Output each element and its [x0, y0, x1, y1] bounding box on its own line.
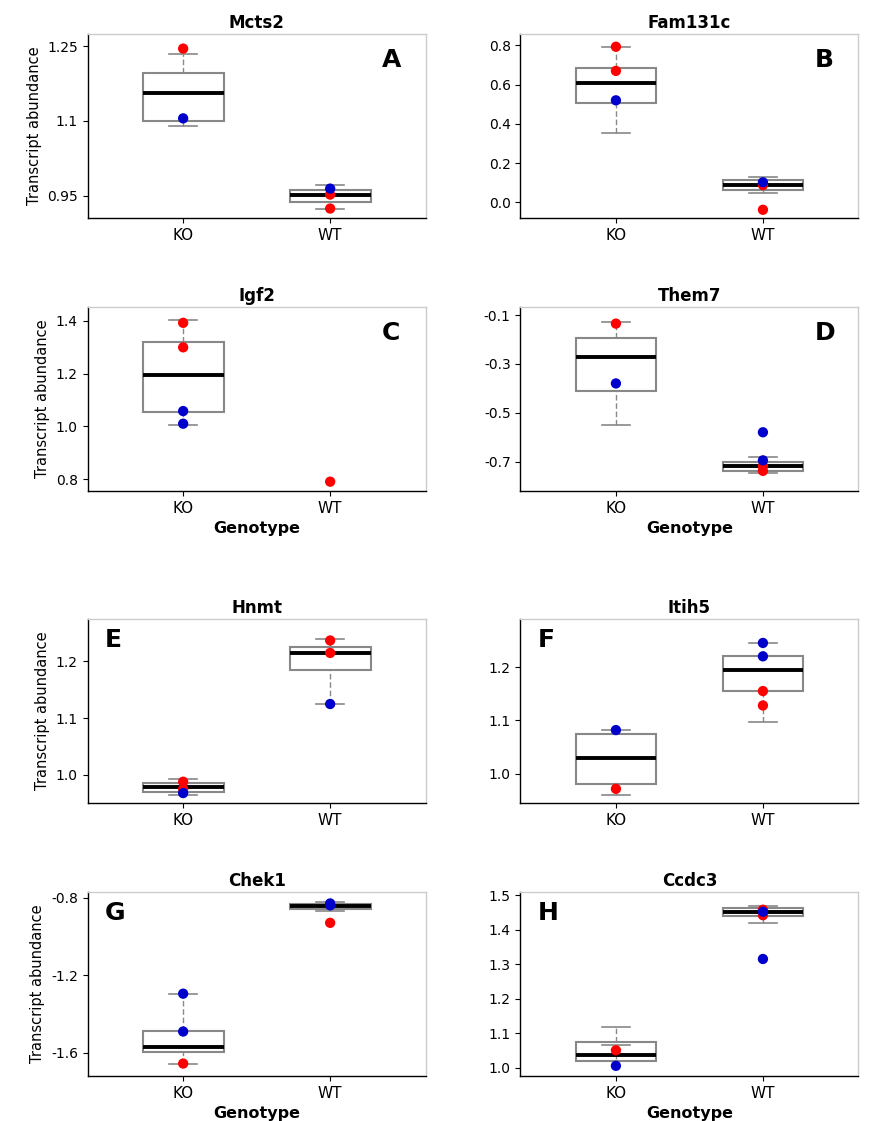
Text: G: G	[104, 901, 125, 925]
Text: F: F	[537, 628, 555, 652]
Point	[176, 402, 190, 420]
Title: Fam131c: Fam131c	[647, 15, 731, 33]
Title: Chek1: Chek1	[228, 872, 286, 890]
Point	[756, 424, 770, 442]
Title: Mcts2: Mcts2	[229, 15, 285, 33]
Y-axis label: Transcript abundance: Transcript abundance	[35, 319, 50, 478]
Bar	[576, 734, 656, 784]
Bar	[576, 339, 656, 391]
Text: H: H	[537, 901, 558, 925]
Point	[176, 984, 190, 1002]
Bar	[576, 68, 656, 103]
Point	[609, 38, 623, 56]
Bar	[143, 1031, 223, 1051]
X-axis label: Genotype: Genotype	[213, 1106, 300, 1121]
Bar	[290, 647, 371, 670]
Point	[323, 897, 337, 915]
Point	[323, 895, 337, 912]
Point	[323, 186, 337, 204]
Bar	[723, 180, 803, 189]
X-axis label: Genotype: Genotype	[646, 1106, 733, 1121]
Point	[176, 339, 190, 356]
Y-axis label: Transcript abundance: Transcript abundance	[31, 905, 46, 1064]
Bar	[723, 908, 803, 916]
Y-axis label: Transcript abundance: Transcript abundance	[26, 46, 41, 205]
Point	[323, 491, 337, 509]
Point	[323, 507, 337, 525]
Bar	[143, 784, 223, 791]
Point	[323, 473, 337, 491]
Point	[323, 179, 337, 197]
Text: E: E	[104, 628, 122, 652]
Point	[323, 695, 337, 713]
Point	[176, 780, 190, 798]
Point	[756, 906, 770, 924]
Point	[176, 39, 190, 57]
Bar	[290, 904, 371, 909]
Bar	[290, 497, 371, 506]
Bar	[143, 74, 223, 121]
Title: Hnmt: Hnmt	[231, 600, 282, 618]
Bar	[576, 1041, 656, 1060]
Title: Ccdc3: Ccdc3	[661, 872, 717, 890]
Point	[609, 91, 623, 109]
Point	[756, 452, 770, 470]
Point	[323, 492, 337, 510]
Title: Igf2: Igf2	[238, 287, 275, 305]
Point	[176, 314, 190, 332]
Point	[756, 634, 770, 652]
Point	[609, 374, 623, 392]
Title: Itih5: Itih5	[668, 600, 711, 618]
Point	[756, 696, 770, 714]
Point	[756, 201, 770, 219]
Point	[323, 914, 337, 932]
Point	[756, 462, 770, 480]
Point	[609, 62, 623, 80]
Point	[323, 643, 337, 661]
Bar	[723, 462, 803, 471]
X-axis label: Genotype: Genotype	[646, 521, 733, 536]
Point	[176, 772, 190, 790]
Point	[609, 1041, 623, 1059]
Point	[756, 902, 770, 920]
Point	[176, 784, 190, 802]
Point	[609, 780, 623, 798]
Point	[176, 1055, 190, 1073]
Point	[756, 647, 770, 665]
Point	[323, 631, 337, 649]
Title: Them7: Them7	[658, 287, 721, 305]
Bar	[143, 342, 223, 411]
Point	[756, 949, 770, 967]
Text: C: C	[382, 322, 400, 345]
Y-axis label: Transcript abundance: Transcript abundance	[35, 632, 50, 790]
Bar	[290, 189, 371, 202]
Point	[323, 200, 337, 217]
Text: D: D	[815, 322, 835, 345]
Point	[756, 682, 770, 700]
Point	[609, 1057, 623, 1075]
Text: A: A	[382, 48, 401, 73]
Point	[756, 901, 770, 919]
Point	[176, 1022, 190, 1040]
Point	[756, 174, 770, 192]
Text: B: B	[815, 48, 834, 73]
X-axis label: Genotype: Genotype	[213, 521, 300, 536]
Bar	[723, 656, 803, 691]
Point	[609, 721, 623, 739]
Point	[609, 315, 623, 333]
Point	[176, 415, 190, 433]
Point	[756, 457, 770, 475]
Point	[176, 110, 190, 128]
Point	[756, 176, 770, 194]
